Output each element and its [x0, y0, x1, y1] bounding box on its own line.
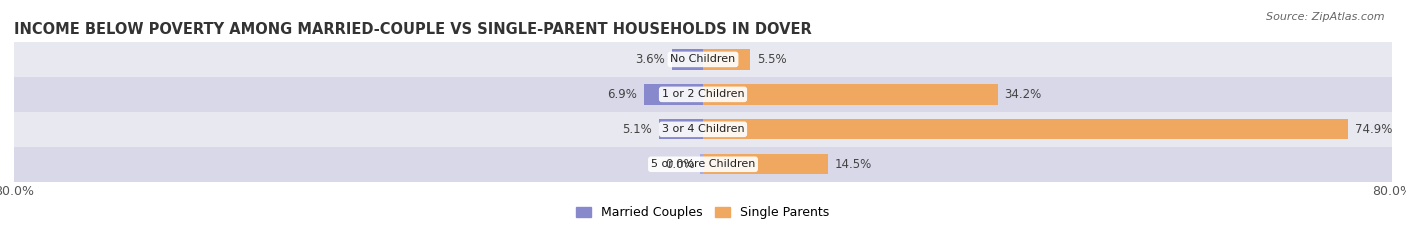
Text: 74.9%: 74.9%	[1355, 123, 1392, 136]
Bar	[672, 49, 703, 69]
Legend: Married Couples, Single Parents: Married Couples, Single Parents	[571, 201, 835, 224]
Bar	[14, 42, 1392, 77]
Text: INCOME BELOW POVERTY AMONG MARRIED-COUPLE VS SINGLE-PARENT HOUSEHOLDS IN DOVER: INCOME BELOW POVERTY AMONG MARRIED-COUPL…	[14, 22, 811, 37]
Text: 0.0%: 0.0%	[665, 158, 695, 171]
Bar	[703, 154, 828, 174]
Bar	[700, 154, 703, 174]
Bar	[14, 147, 1392, 182]
Bar	[644, 84, 703, 105]
Text: 34.2%: 34.2%	[1004, 88, 1042, 101]
Text: 6.9%: 6.9%	[607, 88, 637, 101]
Text: 5.5%: 5.5%	[758, 53, 787, 66]
Text: Source: ZipAtlas.com: Source: ZipAtlas.com	[1267, 12, 1385, 22]
Bar	[14, 112, 1392, 147]
Bar	[703, 119, 1348, 139]
Bar	[703, 49, 751, 69]
Bar	[14, 77, 1392, 112]
Bar	[659, 119, 703, 139]
Text: 14.5%: 14.5%	[835, 158, 872, 171]
Text: 5 or more Children: 5 or more Children	[651, 159, 755, 169]
Text: No Children: No Children	[671, 55, 735, 64]
Text: 3 or 4 Children: 3 or 4 Children	[662, 124, 744, 134]
Bar	[703, 84, 997, 105]
Text: 3.6%: 3.6%	[636, 53, 665, 66]
Text: 1 or 2 Children: 1 or 2 Children	[662, 89, 744, 99]
Text: 5.1%: 5.1%	[623, 123, 652, 136]
